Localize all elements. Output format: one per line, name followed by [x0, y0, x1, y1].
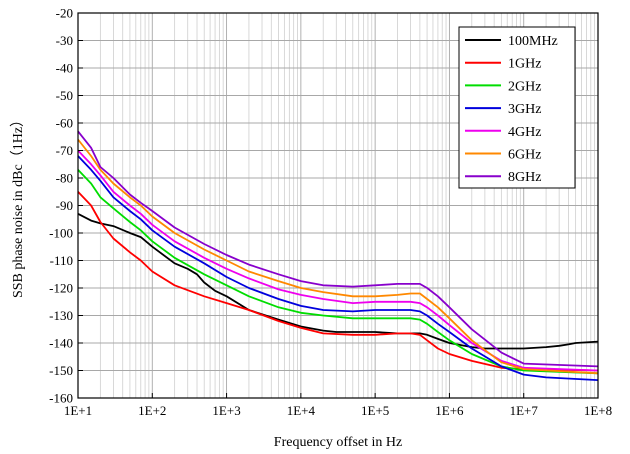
legend-label: 4GHz [508, 125, 541, 140]
y-tick-label: -150 [49, 363, 73, 378]
x-tick-label: 1E+3 [212, 403, 240, 418]
y-tick-label: -130 [49, 308, 73, 323]
legend-label: 8GHz [508, 170, 541, 185]
y-tick-label: -70 [56, 143, 73, 158]
y-tick-label: -20 [56, 6, 73, 21]
y-axis-title: SSB phase noise in dBc（1Hz） [10, 113, 26, 298]
series-line-4ghz [77, 149, 599, 372]
axis-ticks: 1E+1 1E+2 1E+3 1E+4 1E+5 1E+6 1E+7 1E+8 -20 -30 -4… [49, 6, 612, 419]
legend-label: 2GHz [508, 79, 541, 94]
y-tick-label: -90 [56, 198, 73, 213]
x-tick-label: 1E+1 [64, 403, 92, 418]
series-line-2ghz [77, 169, 599, 375]
x-tick-label: 1E+7 [510, 403, 539, 418]
series-line-100mhz [77, 213, 599, 350]
y-tick-label: -110 [50, 253, 73, 268]
grid [77, 12, 599, 399]
series-line-6ghz [77, 138, 599, 375]
x-tick-label: 1E+6 [435, 403, 464, 418]
x-tick-label: 1E+4 [287, 403, 316, 418]
y-tick-label: -60 [56, 116, 73, 131]
legend-label: 6GHz [508, 148, 541, 163]
y-tick-label: -30 [56, 33, 73, 48]
y-tick-label: -100 [49, 226, 73, 241]
x-tick-label: 1E+5 [361, 403, 389, 418]
legend-label: 1GHz [508, 57, 541, 72]
y-tick-label: -80 [56, 171, 73, 186]
x-tick-label: 1E+2 [138, 403, 166, 418]
y-tick-label: -120 [49, 281, 73, 296]
y-tick-label: -40 [56, 61, 73, 76]
y-tick-label: -50 [56, 88, 73, 103]
y-tick-label: -160 [49, 391, 73, 406]
y-tick-label: -140 [49, 336, 73, 351]
x-tick-label: 1E+8 [584, 403, 612, 418]
series-line-1ghz [77, 191, 599, 372]
series-line-8ghz [77, 130, 599, 368]
x-axis-title: Frequency offset in Hz [274, 435, 402, 450]
legend-label: 3GHz [508, 102, 541, 117]
legend-label: 100MHz [508, 34, 558, 49]
series-line-3ghz [77, 155, 599, 381]
series-layer [77, 130, 599, 381]
legend: 100MHz 1GHz 2GHz 3GHz 4GHz 6GHz 8GHz [458, 26, 576, 189]
